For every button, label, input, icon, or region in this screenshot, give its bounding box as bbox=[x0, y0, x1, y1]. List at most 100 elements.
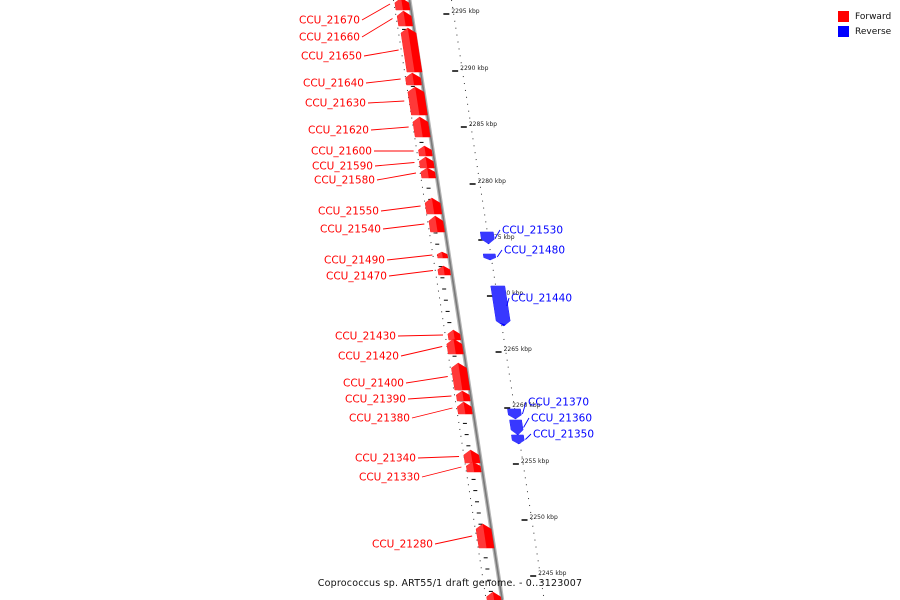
gene-label: CCU_21600 bbox=[311, 146, 372, 158]
gene-leader-line bbox=[397, 334, 444, 337]
gene-leader-line bbox=[363, 49, 399, 57]
forward-gene-arrow bbox=[475, 523, 495, 549]
gene-label: CCU_21420 bbox=[338, 351, 399, 363]
forward-gene-arrow bbox=[437, 265, 451, 276]
gene-leader-line bbox=[380, 205, 421, 212]
gene-highlight bbox=[437, 266, 445, 278]
gene-leader-line bbox=[496, 249, 503, 258]
gene-label: CCU_21470 bbox=[326, 271, 387, 283]
forward-gene-arrow bbox=[451, 362, 471, 391]
gene-label: CCU_21350 bbox=[533, 429, 594, 441]
gene-label: CCU_21650 bbox=[301, 51, 362, 63]
gene-highlight bbox=[483, 254, 497, 260]
reverse-gene-arrow bbox=[482, 253, 497, 261]
gene-label: CCU_21630 bbox=[305, 98, 366, 110]
gene-leader-line bbox=[421, 466, 462, 478]
reverse-gene-arrow bbox=[479, 231, 495, 245]
gene-highlight bbox=[490, 286, 511, 326]
gene-leader-line bbox=[407, 395, 452, 400]
gene-highlight bbox=[397, 11, 406, 30]
gene-label: CCU_21530 bbox=[502, 225, 563, 237]
gene-label: CCU_21620 bbox=[308, 125, 369, 137]
gene-highlight bbox=[451, 363, 463, 393]
reverse-gene-arrow bbox=[509, 419, 524, 436]
legend-item-forward: Forward bbox=[838, 9, 891, 24]
forward-gene-arrow bbox=[394, 0, 411, 11]
legend: Forward Reverse bbox=[838, 9, 891, 39]
reverse-swatch bbox=[838, 26, 849, 37]
gene-highlight bbox=[463, 450, 473, 467]
legend-label-forward: Forward bbox=[855, 11, 892, 22]
gene-leader-line bbox=[523, 417, 530, 428]
gene-leader-line bbox=[388, 270, 434, 277]
forward-gene-arrow bbox=[412, 116, 431, 138]
gene-highlight bbox=[457, 402, 466, 418]
gene-label: CCU_21380 bbox=[349, 413, 410, 425]
forward-gene-arrow bbox=[428, 215, 445, 233]
gene-highlight bbox=[456, 391, 464, 404]
forward-swatch bbox=[838, 11, 849, 22]
forward-gene-arrow bbox=[436, 251, 449, 259]
genome-caption: Coprococcus sp. ART55/1 draft genome. - … bbox=[317, 578, 583, 589]
forward-gene-arrow bbox=[418, 145, 433, 157]
gene-leader-line bbox=[405, 376, 448, 384]
gene-highlight bbox=[480, 232, 496, 244]
forward-gene-arrow bbox=[424, 197, 443, 215]
scale-tick-label: 2290 kbp bbox=[460, 65, 488, 72]
forward-gene-arrow bbox=[457, 401, 473, 415]
gene-label: CCU_21640 bbox=[303, 78, 364, 90]
gene-highlight bbox=[476, 524, 487, 551]
gene-highlight bbox=[407, 87, 420, 118]
gene-leader-line bbox=[361, 18, 393, 38]
gene-label: CCU_21400 bbox=[343, 378, 404, 390]
forward-gene-arrow bbox=[420, 167, 437, 179]
gene-highlight bbox=[507, 409, 523, 419]
scale-tick-label: 2295 kbp bbox=[451, 8, 479, 15]
gene-leader-line bbox=[400, 346, 443, 357]
gene-label: CCU_21670 bbox=[299, 15, 360, 27]
legend-item-reverse: Reverse bbox=[838, 24, 891, 39]
reverse-gene-arrow bbox=[490, 285, 511, 327]
track-guide-0 bbox=[393, 0, 487, 600]
forward-gene-arrow bbox=[465, 461, 482, 473]
gene-label: CCU_21480 bbox=[504, 245, 565, 257]
forward-gene-arrow bbox=[396, 10, 413, 27]
gene-highlight bbox=[428, 216, 438, 236]
gene-highlight bbox=[466, 462, 475, 475]
gene-label: CCU_21660 bbox=[299, 32, 360, 44]
gene-leader-line bbox=[382, 223, 425, 230]
scale-tick-label: 2270 kbp bbox=[495, 290, 523, 297]
gene-leader-line bbox=[386, 254, 433, 261]
gene-leader-line bbox=[361, 3, 391, 21]
gene-label: CCU_21550 bbox=[318, 206, 379, 218]
scale-tick-label: 2255 kbp bbox=[521, 458, 549, 465]
gene-label: CCU_21340 bbox=[355, 453, 416, 465]
scale-tick-label: 2285 kbp bbox=[469, 121, 497, 128]
gene-label: CCU_21330 bbox=[359, 472, 420, 484]
gene-leader-line bbox=[365, 78, 401, 84]
gene-label: CCU_21430 bbox=[335, 331, 396, 343]
gene-label: CCU_21370 bbox=[528, 397, 589, 409]
scale-tick-label: 2260 kbp bbox=[512, 402, 540, 409]
forward-gene-arrow bbox=[456, 390, 471, 402]
gene-highlight bbox=[511, 435, 525, 444]
gene-leader-line bbox=[494, 229, 501, 239]
scale-tick-label: 2275 kbp bbox=[486, 234, 514, 241]
gene-leader-line bbox=[370, 126, 409, 131]
forward-gene-arrow bbox=[405, 72, 422, 86]
gene-highlight bbox=[420, 168, 429, 181]
gene-label: CCU_21390 bbox=[345, 394, 406, 406]
scale-tick-label: 2250 kbp bbox=[530, 514, 558, 521]
gene-highlight bbox=[446, 339, 456, 358]
forward-gene-arrow bbox=[463, 449, 481, 464]
gene-leader-line bbox=[367, 100, 405, 104]
reverse-gene-arrow bbox=[507, 408, 522, 420]
gene-leader-line bbox=[411, 407, 453, 419]
forward-gene-arrow bbox=[400, 27, 423, 73]
gene-highlight bbox=[400, 28, 415, 73]
forward-gene-arrow bbox=[407, 86, 428, 116]
forward-gene-arrow bbox=[447, 329, 462, 341]
backbone-line bbox=[408, 0, 503, 600]
scale-tick-label: 2265 kbp bbox=[504, 346, 532, 353]
